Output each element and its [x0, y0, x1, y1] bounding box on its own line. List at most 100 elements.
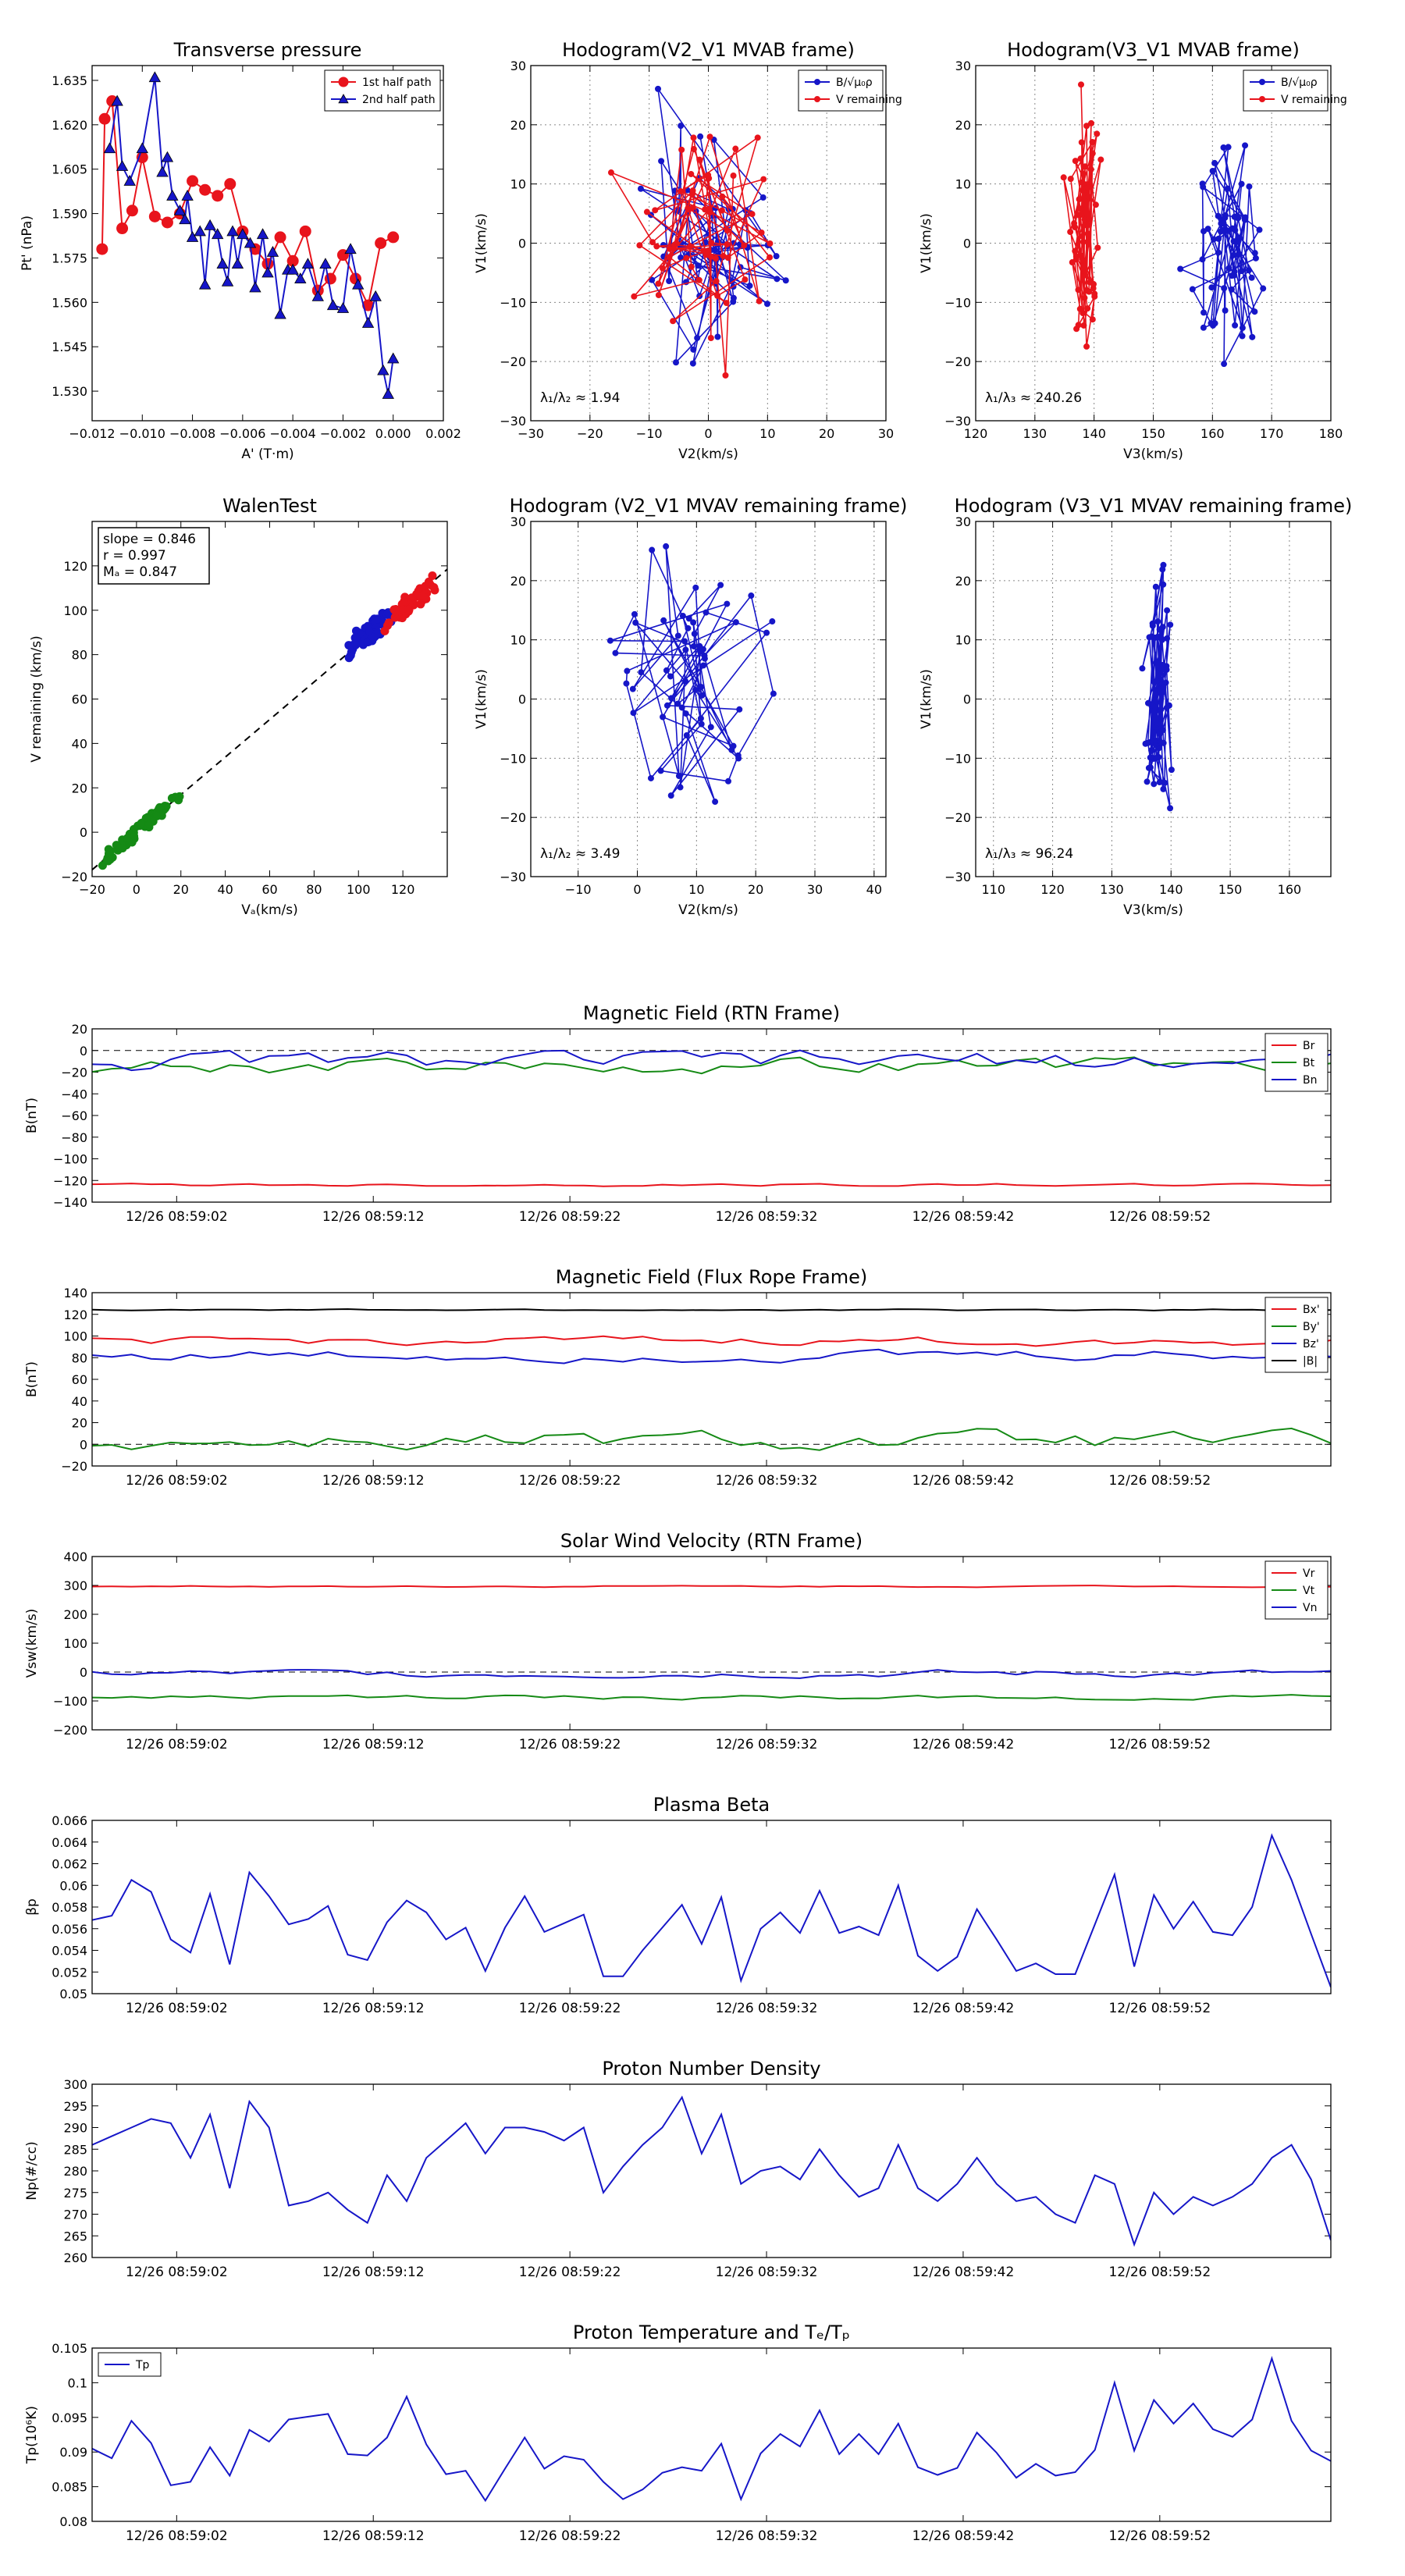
- y-tick-label: 10: [510, 177, 526, 192]
- y-tick-label: −30: [944, 870, 971, 884]
- legend-label: Vr: [1303, 1567, 1315, 1580]
- y-tick-label: 140: [63, 1286, 87, 1300]
- chart-h3: Hodogram (V2_V1 MVAV remaining frame) −30…: [474, 495, 907, 918]
- data-point: [1211, 159, 1218, 166]
- data-point: [1077, 81, 1084, 88]
- data-point: [1080, 238, 1087, 245]
- x-axis-label: V3(km/s): [1123, 902, 1183, 918]
- data-point: [695, 262, 702, 269]
- plot-area: [607, 85, 789, 379]
- legend-label: B/√μ₀ρ: [836, 76, 873, 89]
- data-point: [148, 71, 162, 83]
- data-point: [1162, 679, 1169, 686]
- legend-label: Bt: [1303, 1057, 1315, 1069]
- data-point: [224, 178, 237, 190]
- data-point: [244, 237, 257, 248]
- data-point: [689, 360, 696, 367]
- chart-ts4: Plasma Beta 0.05 0.052 0.054 0.056 0.058 0.06 0…: [24, 1794, 1332, 2016]
- data-point: [706, 209, 713, 216]
- series-line-|B|: [92, 1308, 1331, 1311]
- data-point: [204, 219, 216, 230]
- axes-frame: [91, 1820, 1332, 1994]
- plot-area: [92, 568, 447, 871]
- time-tick-label: 12/26 08:59:02: [126, 2528, 228, 2544]
- data-point: [1094, 130, 1101, 137]
- x-tick-label: −10: [565, 882, 592, 897]
- data-point: [760, 176, 767, 183]
- data-point: [1153, 678, 1160, 685]
- data-point: [649, 239, 656, 246]
- x-tick-label: 120: [391, 882, 415, 897]
- data-point: [111, 94, 123, 106]
- data-point: [659, 265, 666, 272]
- data-point: [607, 169, 614, 176]
- data-point: [1076, 196, 1083, 203]
- axes-frame: [91, 521, 448, 877]
- time-tick-label: 12/26 08:59:12: [322, 1737, 425, 1752]
- y-tick-label: 20: [955, 574, 971, 589]
- series-line-Bz': [92, 1348, 1331, 1364]
- data-point: [1078, 205, 1085, 212]
- data-point: [1168, 767, 1175, 774]
- data-point: [1221, 361, 1228, 368]
- data-point: [187, 175, 199, 187]
- plot-area: [96, 71, 400, 399]
- time-tick-label: 12/26 08:59:12: [322, 1209, 425, 1225]
- walen-point: [400, 596, 409, 606]
- y-tick-label: 0: [80, 1665, 87, 1680]
- data-point: [623, 680, 630, 687]
- legend-marker: [338, 94, 349, 104]
- data-point: [261, 266, 274, 278]
- legend-marker: [814, 79, 820, 85]
- data-point: [732, 145, 739, 152]
- data-point: [1260, 285, 1267, 292]
- x-tick-label: 130: [1100, 882, 1124, 897]
- data-point: [1211, 320, 1218, 327]
- x-tick-label: 40: [866, 882, 882, 897]
- x-tick-label: 0: [133, 882, 140, 897]
- data-point: [701, 653, 708, 660]
- y-tick-label: 120: [63, 1308, 87, 1322]
- data-point: [718, 207, 725, 214]
- data-point: [1200, 324, 1207, 331]
- time-tick-label: 12/26 08:59:22: [519, 1473, 621, 1489]
- data-point: [683, 254, 690, 262]
- walen-point: [424, 577, 433, 586]
- series-line-Bt: [92, 1056, 1331, 1075]
- data-point: [1189, 286, 1196, 293]
- y-axis-label: βp: [24, 1898, 40, 1916]
- chart-title: Solar Wind Velocity (RTN Frame): [560, 1530, 863, 1552]
- data-point: [1177, 265, 1184, 272]
- y-tick-label: −20: [61, 1066, 87, 1080]
- data-point: [1246, 183, 1253, 190]
- y-axis-label: Tp(10⁶K): [24, 2406, 40, 2464]
- y-tick-label: −20: [500, 810, 526, 825]
- data-point: [1158, 706, 1165, 713]
- data-point: [1221, 285, 1228, 292]
- axes-frame: [91, 1556, 1332, 1731]
- y-tick-label: −200: [53, 1723, 87, 1738]
- time-tick-label: 12/26 08:59:02: [126, 1209, 228, 1225]
- data-point: [1159, 661, 1166, 668]
- x-tick-label: 140: [1159, 882, 1183, 897]
- chart-title: Proton Number Density: [602, 2058, 820, 2080]
- time-tick-label: 12/26 08:59:42: [912, 2528, 1015, 2544]
- stats-text: r = 0.997: [103, 548, 166, 564]
- data-point: [1164, 607, 1171, 614]
- y-tick-label: 0.062: [52, 1857, 87, 1872]
- y-tick-label: −10: [500, 295, 526, 310]
- data-point: [1239, 325, 1246, 332]
- data-point: [299, 225, 311, 237]
- y-tick-label: 0: [80, 1437, 87, 1452]
- data-point: [324, 272, 336, 285]
- data-point: [1245, 267, 1252, 274]
- data-point: [1229, 225, 1236, 232]
- data-point: [1239, 333, 1246, 340]
- time-tick-label: 12/26 08:59:12: [322, 2001, 425, 2016]
- data-point: [748, 592, 755, 600]
- data-point: [103, 142, 116, 154]
- series-line-Vr: [92, 1585, 1331, 1589]
- data-point: [319, 258, 332, 269]
- time-tick-label: 12/26 08:59:12: [322, 1473, 425, 1489]
- data-point: [698, 683, 705, 690]
